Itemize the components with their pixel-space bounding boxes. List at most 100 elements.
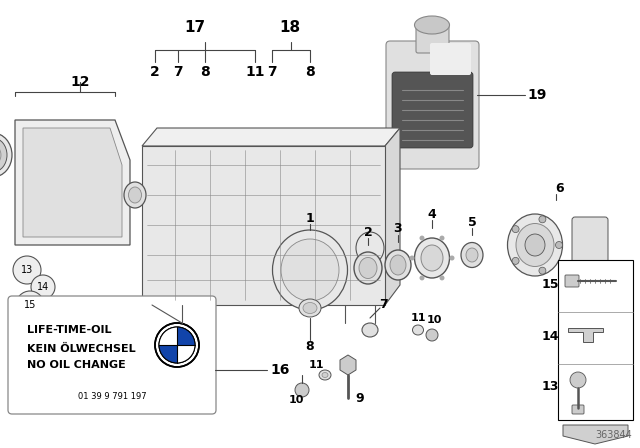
Circle shape <box>155 323 199 367</box>
Text: 6: 6 <box>556 181 564 194</box>
Text: LIFE-TIME-OIL: LIFE-TIME-OIL <box>27 325 111 335</box>
Ellipse shape <box>512 226 519 233</box>
Ellipse shape <box>449 255 454 260</box>
Text: 5: 5 <box>468 215 476 228</box>
Ellipse shape <box>273 230 348 310</box>
Text: 9: 9 <box>356 392 364 405</box>
Text: 14: 14 <box>37 282 49 292</box>
Polygon shape <box>385 128 400 305</box>
Text: 8: 8 <box>305 65 315 79</box>
FancyBboxPatch shape <box>416 23 449 53</box>
Text: 10: 10 <box>426 315 442 325</box>
FancyBboxPatch shape <box>392 72 473 148</box>
Ellipse shape <box>508 214 563 276</box>
Ellipse shape <box>539 216 546 223</box>
Text: 17: 17 <box>184 21 205 35</box>
Text: 1: 1 <box>306 211 314 224</box>
Text: 11: 11 <box>410 313 426 323</box>
Ellipse shape <box>413 325 424 335</box>
Ellipse shape <box>419 276 424 280</box>
Ellipse shape <box>516 224 554 267</box>
Text: 13: 13 <box>21 265 33 275</box>
Text: 363844: 363844 <box>595 430 632 440</box>
Bar <box>142 146 385 305</box>
Circle shape <box>570 372 586 388</box>
Text: 7: 7 <box>173 65 183 79</box>
Polygon shape <box>15 120 130 245</box>
Text: 11: 11 <box>308 360 324 370</box>
Text: 8: 8 <box>200 65 210 79</box>
FancyBboxPatch shape <box>572 217 608 283</box>
Text: 11: 11 <box>245 65 265 79</box>
Ellipse shape <box>0 133 12 177</box>
Ellipse shape <box>539 267 546 274</box>
Polygon shape <box>23 128 122 237</box>
Text: NO OIL CHANGE: NO OIL CHANGE <box>27 360 125 370</box>
Wedge shape <box>159 345 177 363</box>
Ellipse shape <box>421 245 443 271</box>
Text: 14: 14 <box>541 329 559 343</box>
Wedge shape <box>159 327 177 345</box>
Ellipse shape <box>362 323 378 337</box>
Ellipse shape <box>0 145 1 165</box>
Ellipse shape <box>415 16 449 34</box>
Ellipse shape <box>281 239 339 301</box>
Text: 3: 3 <box>394 223 403 236</box>
Ellipse shape <box>466 248 478 262</box>
Circle shape <box>13 256 41 284</box>
Ellipse shape <box>556 241 563 249</box>
Text: 15: 15 <box>24 300 36 310</box>
Circle shape <box>16 291 44 319</box>
Text: KEIN ÖLWECHSEL: KEIN ÖLWECHSEL <box>27 344 136 354</box>
Ellipse shape <box>299 299 321 317</box>
Ellipse shape <box>0 138 7 172</box>
Ellipse shape <box>440 236 445 241</box>
Ellipse shape <box>359 258 377 279</box>
Polygon shape <box>142 128 400 146</box>
Polygon shape <box>340 355 356 375</box>
Ellipse shape <box>525 234 545 256</box>
Text: 4: 4 <box>428 207 436 220</box>
Text: 2: 2 <box>150 65 160 79</box>
Text: 16: 16 <box>270 363 290 377</box>
Text: 7: 7 <box>267 65 277 79</box>
Ellipse shape <box>385 250 411 280</box>
Text: 7: 7 <box>380 298 388 311</box>
Text: 15: 15 <box>541 277 559 290</box>
Ellipse shape <box>295 383 309 397</box>
Polygon shape <box>568 328 603 342</box>
Text: 8: 8 <box>306 340 314 353</box>
Ellipse shape <box>356 232 384 264</box>
Text: 01 39 9 791 197: 01 39 9 791 197 <box>77 392 147 401</box>
Text: 10: 10 <box>288 395 304 405</box>
Ellipse shape <box>124 182 146 208</box>
Circle shape <box>31 275 55 299</box>
Ellipse shape <box>390 255 406 275</box>
Ellipse shape <box>410 255 415 260</box>
Ellipse shape <box>129 187 141 203</box>
FancyBboxPatch shape <box>8 296 216 414</box>
Text: 18: 18 <box>280 21 301 35</box>
FancyBboxPatch shape <box>572 405 584 414</box>
Text: 2: 2 <box>364 225 372 238</box>
FancyBboxPatch shape <box>558 260 633 420</box>
Ellipse shape <box>426 329 438 341</box>
Ellipse shape <box>512 257 519 264</box>
FancyBboxPatch shape <box>565 275 579 287</box>
Ellipse shape <box>319 370 331 380</box>
Ellipse shape <box>415 238 449 278</box>
FancyBboxPatch shape <box>430 43 471 75</box>
Ellipse shape <box>322 372 328 378</box>
Text: 13: 13 <box>541 379 559 392</box>
Ellipse shape <box>461 242 483 267</box>
Wedge shape <box>177 345 195 363</box>
FancyBboxPatch shape <box>386 41 479 169</box>
Ellipse shape <box>354 252 382 284</box>
Text: 19: 19 <box>527 88 547 102</box>
Polygon shape <box>563 425 628 444</box>
Ellipse shape <box>440 276 445 280</box>
Text: 12: 12 <box>70 75 90 89</box>
Ellipse shape <box>303 302 317 314</box>
Wedge shape <box>177 327 195 345</box>
Ellipse shape <box>419 236 424 241</box>
